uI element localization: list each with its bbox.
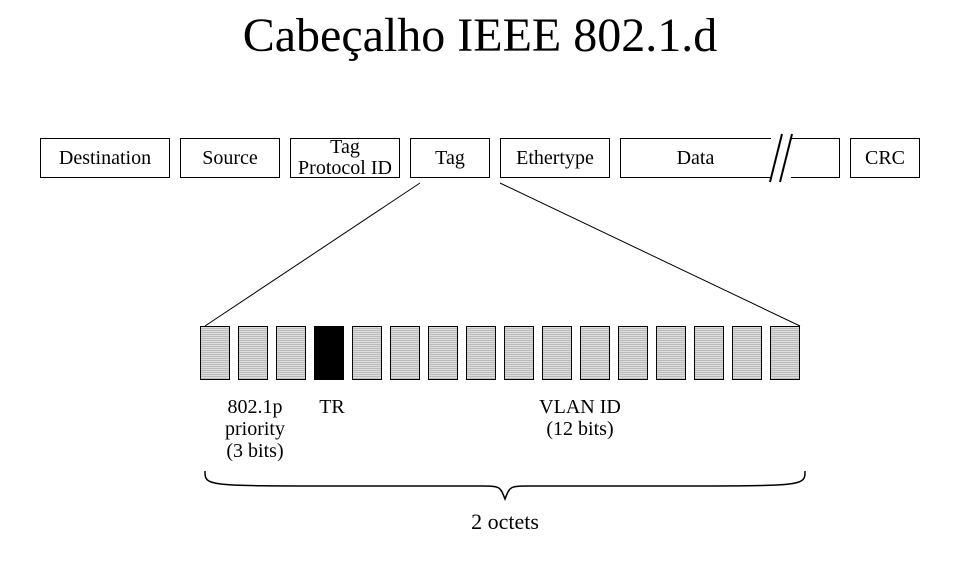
tag-bit (770, 326, 800, 380)
expansion-lines (0, 0, 960, 562)
tag-bit (390, 326, 420, 380)
label-tr: TR (312, 396, 352, 418)
tag-bit (504, 326, 534, 380)
label-priority-l1: 802.1p (205, 396, 305, 418)
tag-bit (314, 326, 344, 380)
diagram-canvas: Cabeçalho IEEE 802.1.d DestinationSource… (0, 0, 960, 562)
field-source: Source (180, 138, 280, 178)
tag-bit (428, 326, 458, 380)
tag-bit (694, 326, 724, 380)
tag-bits-row (200, 326, 800, 380)
field-data-right (770, 138, 840, 178)
page-title: Cabeçalho IEEE 802.1.d (0, 8, 960, 63)
label-priority-l2: priority (205, 418, 305, 440)
label-priority-l3: (3 bits) (205, 440, 305, 462)
tag-bit (732, 326, 762, 380)
tag-bit (618, 326, 648, 380)
field-tag-protocol-id: TagProtocol ID (290, 138, 400, 178)
frame-row: DestinationSourceTagProtocol IDTagEthert… (40, 138, 920, 178)
label-octets: 2 octets (200, 510, 810, 534)
tag-bit (238, 326, 268, 380)
field-destination: Destination (40, 138, 170, 178)
label-vlan-l2: (12 bits) (520, 418, 640, 440)
field-data-left: Data (620, 138, 770, 178)
tag-bit (466, 326, 496, 380)
tag-bit (352, 326, 382, 380)
tag-bit (580, 326, 610, 380)
label-priority: 802.1p priority (3 bits) (205, 396, 305, 462)
tag-bit (542, 326, 572, 380)
label-vlan-l1: VLAN ID (520, 396, 640, 418)
field-data: Data (620, 138, 840, 178)
tag-bit (276, 326, 306, 380)
field-ethertype: Ethertype (500, 138, 610, 178)
label-vlan: VLAN ID (12 bits) (520, 396, 640, 440)
field-crc: CRC (850, 138, 920, 178)
tag-bit (200, 326, 230, 380)
tag-bit (656, 326, 686, 380)
field-tag: Tag (410, 138, 490, 178)
